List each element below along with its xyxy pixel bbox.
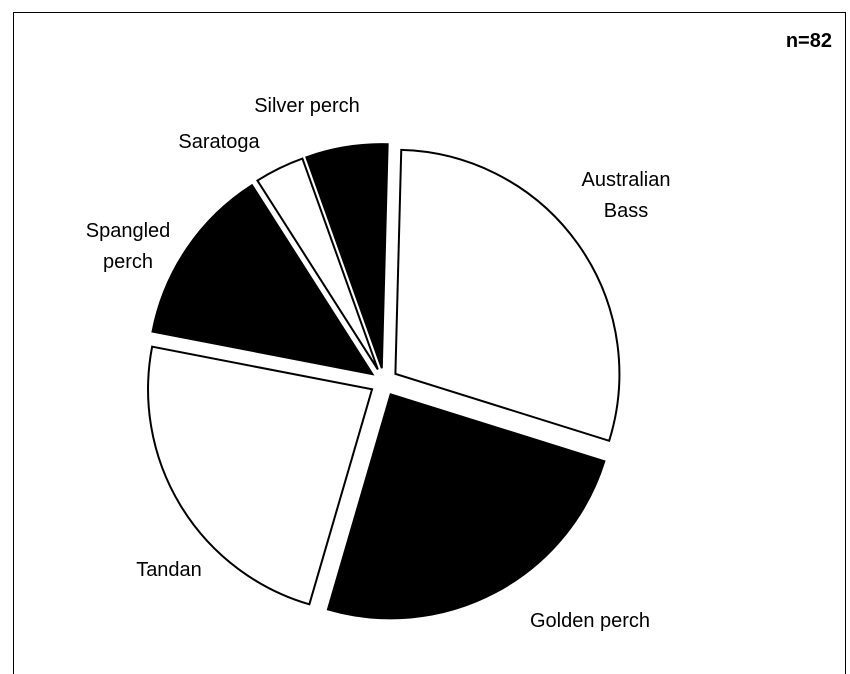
slice-label: Spangled perch: [86, 220, 171, 273]
pie-slice-spangled-perch: [151, 183, 375, 376]
slice-label: Golden perch: [530, 610, 650, 632]
pie-slice-silver-perch: [305, 143, 389, 369]
pie-slice-australian-bass: [394, 148, 621, 443]
pie-slices: [147, 143, 621, 620]
slice-label: Saratoga: [178, 131, 260, 153]
pie-slice-saratoga: [256, 157, 379, 370]
slice-label: Tandan: [136, 559, 202, 581]
slice-label: Australian Bass: [582, 169, 671, 222]
sample-size-annotation: n=82: [786, 30, 832, 52]
pie-slice-golden-perch: [326, 393, 606, 620]
slice-labels: Australian Bass Golden perch Tandan Spangled…: [86, 95, 671, 632]
chart-frame: [13, 12, 846, 674]
pie-slice-tandan: [147, 345, 374, 606]
slice-label: Silver perch: [254, 95, 360, 117]
